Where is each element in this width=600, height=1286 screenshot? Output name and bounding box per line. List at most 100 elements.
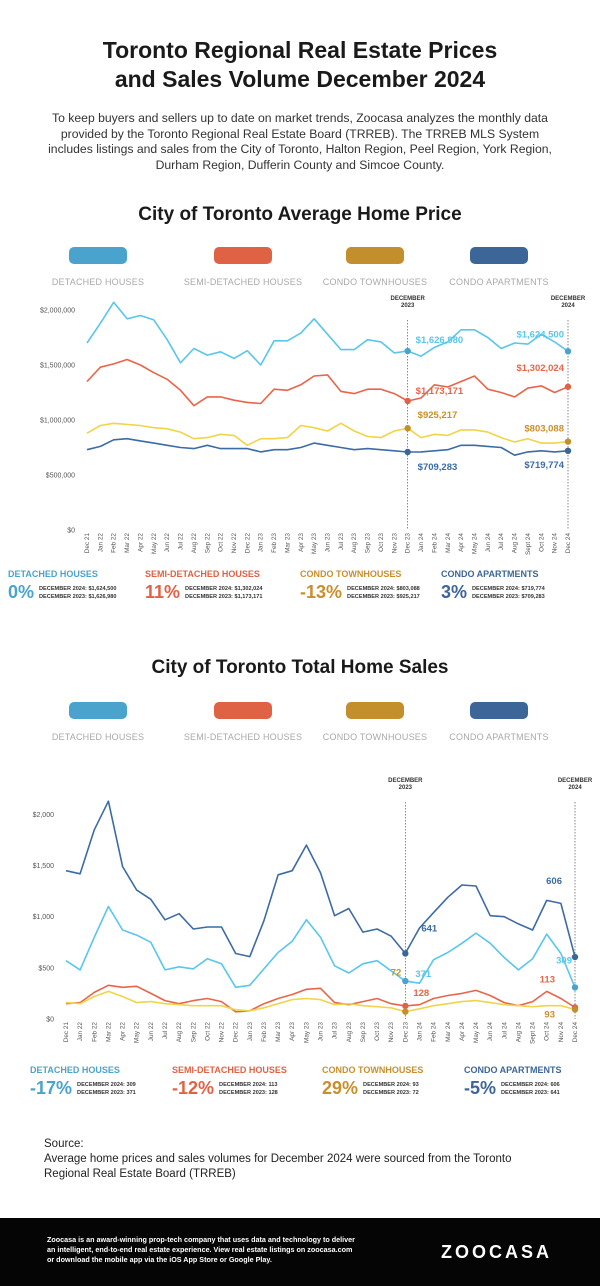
data-point-apartment xyxy=(404,448,411,456)
series-line-townhouse xyxy=(86,422,569,447)
x-tick-label: Oct 22 xyxy=(204,1022,211,1041)
price-stat-pct: 0% xyxy=(8,582,35,602)
sales-stat-semi: SEMI-DETACHED HOUSES -12% DECEMBER 2024:… xyxy=(172,1065,322,1099)
data-label-semi: 113 xyxy=(540,974,555,985)
legend-label-detached: DETACHED HOUSES xyxy=(51,277,145,287)
sales-stat-pct: -17% xyxy=(30,1078,73,1098)
price-stat-detached: DETACHED HOUSES 0% DECEMBER 2024: $1,624… xyxy=(8,569,158,603)
x-tick-label: Mar 22 xyxy=(124,533,131,553)
x-tick-label: Dec 21 xyxy=(84,533,91,554)
x-tick-label: Oct 23 xyxy=(378,533,385,552)
data-label-detached: 309 xyxy=(556,955,572,966)
y-tick-label: $1,000,000 xyxy=(40,418,75,425)
price-stat-line2: DECEMBER 2023: $709,283 xyxy=(472,593,545,600)
legend-item-detached: DETACHED HOUSES xyxy=(23,247,173,287)
x-tick-label: Apr 23 xyxy=(298,533,305,552)
x-tick-label: Nov 22 xyxy=(219,1022,226,1043)
legend-swatch-apartment xyxy=(470,702,528,719)
price-stat-line2: DECEMBER 2023: $1,626,980 xyxy=(39,593,117,600)
legend-item-detached: DETACHED HOUSES xyxy=(23,702,173,742)
x-tick-label: Oct 24 xyxy=(544,1022,551,1041)
price-stat-line1: DECEMBER 2024: $719,774 xyxy=(472,585,545,592)
legend-label-semi: SEMI-DETACHED HOUSES xyxy=(183,732,303,742)
series-line-apartment xyxy=(65,800,576,958)
x-tick-label: Dec 22 xyxy=(233,1022,240,1043)
data-point-detached xyxy=(402,977,409,985)
x-tick-label: Dec 22 xyxy=(244,533,251,554)
x-tick-label: Mar 24 xyxy=(445,1022,452,1042)
x-tick-label: May 24 xyxy=(473,1022,480,1043)
data-label-apartment: $709,283 xyxy=(418,462,458,473)
sales-stat-line1: DECEMBER 2024: 113 xyxy=(219,1081,278,1088)
y-tick-label: $1,500 xyxy=(33,863,55,870)
sales-stat-line2: DECEMBER 2023: 72 xyxy=(363,1089,419,1096)
legend-label-townhouse: CONDO TOWNHOUSES xyxy=(322,277,428,287)
x-tick-label: Mar 24 xyxy=(445,533,452,553)
marker-label-month: DECEMBER xyxy=(390,296,425,302)
price-stats: DETACHED HOUSES 0% DECEMBER 2024: $1,624… xyxy=(0,569,600,609)
x-tick-label: Jun 22 xyxy=(164,533,171,553)
x-tick-label: Oct 24 xyxy=(538,533,545,552)
legend-swatch-semi xyxy=(214,247,272,264)
x-tick-label: Jan 24 xyxy=(418,533,425,553)
x-tick-label: Feb 22 xyxy=(91,1022,98,1042)
data-point-semi xyxy=(404,397,411,405)
y-tick-label: $500 xyxy=(38,965,54,972)
x-tick-label: Aug 24 xyxy=(512,533,519,554)
x-tick-label: Sep 22 xyxy=(190,1022,197,1043)
legend-item-apartment: CONDO APARTMENTS xyxy=(424,702,574,742)
x-tick-label: Mar 23 xyxy=(284,533,291,553)
series-line-detached xyxy=(65,905,576,989)
price-stat-apartment: CONDO APARTMENTS 3% DECEMBER 2024: $719,… xyxy=(441,569,591,603)
x-tick-label: Jun 23 xyxy=(325,533,332,553)
x-tick-label: May 23 xyxy=(311,533,318,554)
price-stat-pct: 11% xyxy=(145,582,181,602)
x-tick-label: Sept 24 xyxy=(525,533,532,555)
marker-label-year: 2023 xyxy=(399,785,413,791)
footer: Zoocasa is an award-winning prop-tech co… xyxy=(0,1218,600,1286)
x-tick-label: Sep 23 xyxy=(360,1022,367,1043)
x-tick-label: Dec 23 xyxy=(402,1022,409,1043)
x-tick-label: Jul 22 xyxy=(178,533,185,550)
x-tick-label: May 22 xyxy=(151,533,158,554)
x-tick-label: Sep 23 xyxy=(365,533,372,554)
y-tick-label: $500,000 xyxy=(46,473,75,480)
price-stat-name: CONDO APARTMENTS xyxy=(441,569,539,579)
price-stat-name: DETACHED HOUSES xyxy=(8,569,98,579)
data-point-apartment xyxy=(564,447,572,455)
sales-stat-line2: DECEMBER 2023: 371 xyxy=(77,1089,136,1096)
sales-stat-line1: DECEMBER 2024: 93 xyxy=(363,1081,419,1088)
x-tick-label: Dec 23 xyxy=(405,533,412,554)
x-tick-label: Jul 24 xyxy=(498,533,505,550)
price-stat-name: SEMI-DETACHED HOUSES xyxy=(145,569,260,579)
sales-stat-name: DETACHED HOUSES xyxy=(30,1065,120,1075)
data-point-townhouse xyxy=(571,1006,579,1013)
price-stat-townhouse: CONDO TOWNHOUSES -13% DECEMBER 2024: $80… xyxy=(300,569,450,603)
source-text: Average home prices and sales volumes fo… xyxy=(44,1153,512,1180)
y-tick-label: $2,000 xyxy=(33,812,55,819)
data-label-detached: $1,626,980 xyxy=(416,335,464,346)
sales-stat-line2: DECEMBER 2023: 641 xyxy=(501,1089,560,1096)
legend-item-semi: SEMI-DETACHED HOUSES xyxy=(168,702,318,742)
price-stat-line2: DECEMBER 2023: $925,217 xyxy=(347,593,420,600)
series-line-semi xyxy=(86,358,569,407)
x-tick-label: Nov 23 xyxy=(391,533,398,554)
x-tick-label: Aug 23 xyxy=(346,1022,353,1043)
legend-swatch-detached xyxy=(69,247,127,264)
marker-label-year: 2024 xyxy=(568,785,582,791)
y-tick-label: $1,000 xyxy=(33,914,55,921)
legend-swatch-detached xyxy=(69,702,127,719)
sales-stat-line1: DECEMBER 2024: 606 xyxy=(501,1081,560,1088)
x-tick-label: May 23 xyxy=(303,1022,310,1043)
sales-line-chart: $0 $500 $1,000 $1,500 $2,000 Dec 21 Jan 22 Feb … xyxy=(33,778,593,1044)
price-stat-pct: -13% xyxy=(300,582,343,602)
data-label-semi: 128 xyxy=(413,988,429,999)
y-tick-label: $0 xyxy=(46,1017,54,1024)
x-tick-label: Aug 24 xyxy=(515,1022,522,1043)
price-stat-line1: DECEMBER 2024: $1,624,500 xyxy=(39,585,117,592)
sales-stats: DETACHED HOUSES -17% DECEMBER 2024: 309 D… xyxy=(0,1065,600,1105)
x-tick-label: May 24 xyxy=(471,533,478,554)
legend-item-semi: SEMI-DETACHED HOUSES xyxy=(168,247,318,287)
sales-stat-name: CONDO TOWNHOUSES xyxy=(322,1065,424,1075)
x-tick-label: Feb 24 xyxy=(431,1022,438,1042)
